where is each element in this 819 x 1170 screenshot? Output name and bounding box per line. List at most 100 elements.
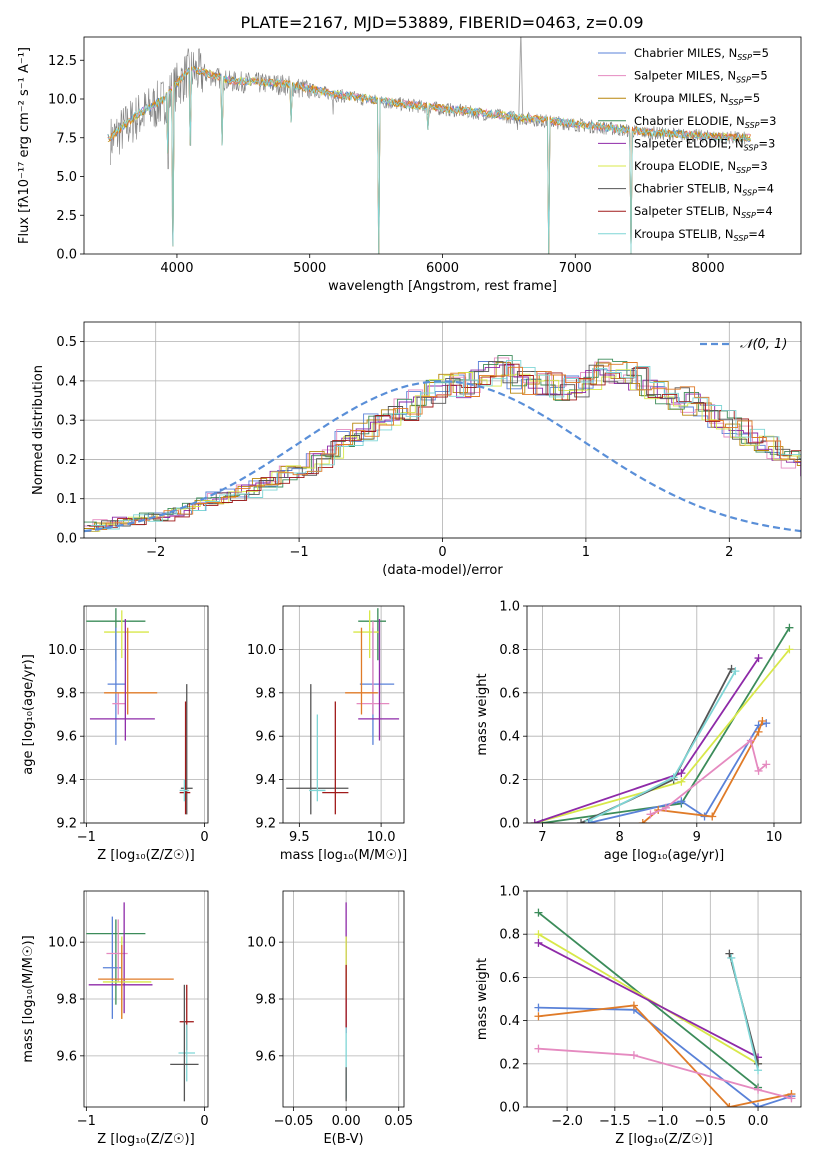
weight_vs_Z-line-salpeter_miles [538, 1047, 792, 1100]
age_vs_mass-errorbar-salpeter_elodie [358, 619, 400, 741]
age_vs_mass-errorbar-orange [345, 627, 378, 715]
age_vs_Z-errorbar-kroupa_stelib [179, 779, 190, 802]
weight_vs_Z-marker [754, 1085, 763, 1094]
weight_vs_age-marker [746, 736, 755, 745]
spectrum-ytick-label: 2.5 [56, 209, 77, 224]
residuals-xtick-label: 1 [582, 545, 590, 560]
mass_vs_EBV-xlabel: E(B-V) [323, 1132, 363, 1147]
weight_vs_age-panel: 7 8 9 10 0.0 0.2 0.4 0.6 0.8 1.0 age [log₁₀(age/yr… [499, 600, 802, 863]
age_vs_Z-plot-area [86, 608, 193, 815]
weight_vs_Z-frame [526, 890, 802, 1108]
age_vs_mass-xlabel: mass [log₁₀(M/M☉)] [280, 848, 407, 863]
weight_vs_Z-ytick-label: 0.4 [499, 1014, 520, 1029]
weight_vs_age-xtick-label: 7 [538, 830, 546, 845]
weight_vs_age-marker [708, 812, 717, 821]
spectrum-emission-spike [518, 37, 524, 123]
residuals-ytick-label: 0.1 [56, 492, 77, 507]
weight_vs_age-marker [754, 727, 763, 736]
age_vs_mass-errorbar-chabrier_elodie [358, 608, 387, 661]
spectrum-legend-label: Salpeter ELODIE, NSSP=3 [634, 136, 775, 152]
weight_vs_age-ytick-label: 0.4 [499, 730, 520, 745]
spectrum-xtick-label: 6000 [426, 261, 459, 276]
weight_vs_Z-marker [629, 1001, 638, 1010]
mass_vs_EBV-panel: −0.05 0.00 0.05 9.6 9.8 10.0 E(B-V) [247, 890, 413, 1147]
weight_vs_age-marker [638, 819, 647, 823]
mass_vs_Z-ylabel: mass [log₁₀(M/M☉)] [21, 935, 36, 1062]
age_vs_Z-ytick-label: 9.2 [56, 817, 77, 832]
mass_vs_Z-plot-area [86, 902, 199, 1102]
weight_vs_Z-marker [534, 1003, 543, 1012]
weight_vs_Z-marker [787, 1094, 796, 1103]
age_vs_Z-xlabel: Z [log₁₀(Z/Z☉)] [97, 848, 194, 863]
residuals-xtick-label: 0 [438, 545, 446, 560]
age_vs_mass-ytick-label: 9.6 [255, 730, 276, 745]
age_vs_Z-ylabel: age [log₁₀(age/yr)] [21, 654, 36, 775]
spectrum-ylabel: Flux [fλ10⁻¹⁷ erg cm⁻² s⁻¹ A⁻¹] [17, 47, 32, 244]
age_vs_Z-axes: −1 0 9.2 9.4 9.6 9.8 10.0 Z [log₁₀(Z/Z☉)] [48, 605, 209, 863]
age_vs_Z-errorbar-chabrier_miles [107, 627, 126, 745]
weight_vs_age-marker [785, 623, 794, 632]
spectrum-xtick-label: 4000 [160, 261, 193, 276]
weight_vs_Z-line-kroupa_elodie [538, 933, 759, 1065]
weight_vs_age-marker [584, 819, 593, 823]
residuals-normal-curve [84, 380, 801, 533]
mass_vs_EBV-xtick-label: 0.00 [332, 1114, 361, 1129]
spectrum-ytick-label: 5.0 [56, 170, 77, 185]
weight_vs_age-marker [677, 777, 686, 786]
age_vs_mass-ytick-label: 9.8 [255, 686, 276, 701]
mass_vs_Z-xtick-label: 0 [200, 1114, 208, 1129]
age_vs_mass-xtick-label: 10.0 [367, 830, 396, 845]
age_vs_mass-plot-area [286, 608, 400, 815]
age_vs_mass-errorbar-kroupa_elodie [353, 610, 380, 659]
weight_vs_age-ytick-label: 0.2 [499, 773, 520, 788]
weight_vs_age-plot-area [530, 623, 794, 823]
age_vs_mass-ytick-label: 9.2 [255, 817, 276, 832]
residuals-hist-kroupa_stelib [90, 360, 801, 530]
mass_vs_Z-ytick-label: 10.0 [48, 936, 77, 951]
spectrum-xlabel: wavelength [Angstrom, rest frame] [328, 279, 557, 294]
age_vs_mass-frame [282, 605, 405, 824]
weight_vs_age-frame [526, 605, 802, 824]
mass_vs_EBV-frame [282, 890, 405, 1108]
mass_vs_EBV-ytick-label: 9.8 [255, 993, 276, 1008]
residuals-xtick-label: −2 [146, 545, 165, 560]
weight_vs_age-marker [762, 760, 771, 769]
residuals-axes: −2 −1 0 1 2 0.0 0.1 0.2 0.3 0.4 0.5 (data-model)/er… [56, 321, 802, 578]
mass_vs_Z-errorbar-salpeter_elodie [88, 902, 153, 1014]
weight_vs_Z-marker [534, 1044, 543, 1053]
mass_vs_Z-xlabel: Z [log₁₀(Z/Z☉)] [97, 1132, 194, 1147]
residuals-ytick-label: 0.5 [56, 335, 77, 350]
weight_vs_Z-ytick-label: 0.2 [499, 1057, 520, 1072]
spectrum-ytick-label: 0.0 [56, 248, 77, 263]
residuals-legend: 𝒩(0, 1) [700, 337, 787, 352]
spectrum-ytick-label: 7.5 [56, 131, 77, 146]
age_vs_mass-ytick-label: 9.4 [255, 773, 276, 788]
spectrum-legend-label: Kroupa ELODIE, NSSP=3 [634, 159, 768, 175]
mass_vs_Z-ytick-label: 9.6 [56, 1049, 77, 1064]
weight_vs_age-axes: 7 8 9 10 0.0 0.2 0.4 0.6 0.8 1.0 age [log₁₀(age/yr… [499, 600, 802, 863]
weight_vs_Z-marker [727, 953, 736, 962]
age_vs_mass-ytick-label: 10.0 [247, 643, 276, 658]
mass_vs_Z-xtick-label: −1 [77, 1114, 96, 1129]
residuals-xtick-label: 2 [725, 545, 733, 560]
weight_vs_Z-marker [754, 1103, 763, 1107]
spectrum-xtick-label: 7000 [559, 261, 592, 276]
mass_vs_EBV-ytick-label: 9.6 [255, 1049, 276, 1064]
weight_vs_age-ytick-label: 0.0 [499, 817, 520, 832]
mass_vs_Z-errorbar-chabrier_stelib [170, 984, 199, 1102]
residuals-hist-chabrier_stelib [87, 361, 801, 527]
weight_vs_age-marker [669, 773, 678, 782]
spectrum-xtick-label: 5000 [293, 261, 326, 276]
spectrum-xtick-label: 8000 [692, 261, 725, 276]
age_vs_mass-xtick-label: 9.5 [289, 830, 310, 845]
spectrum-legend-label: Salpeter STELIB, NSSP=4 [634, 204, 773, 220]
residuals-ytick-label: 0.3 [56, 414, 77, 429]
spectrum-legend-label: Kroupa STELIB, NSSP=4 [634, 227, 765, 243]
age_vs_Z-xtick-label: 0 [200, 830, 208, 845]
weight_vs_age-xlabel: age [log₁₀(age/yr)] [604, 848, 725, 863]
weight_vs_Z-ytick-label: 0.8 [499, 928, 520, 943]
age_vs_Z-panel: −1 0 9.2 9.4 9.6 9.8 10.0 Z [log₁₀(Z/Z☉)] [48, 605, 209, 863]
spectrum-legend-label: Chabrier MILES, NSSP=5 [634, 46, 769, 62]
age_vs_mass-errorbar-kroupa_stelib [309, 714, 326, 802]
spectrum-legend-label: Chabrier ELODIE, NSSP=3 [634, 114, 776, 130]
